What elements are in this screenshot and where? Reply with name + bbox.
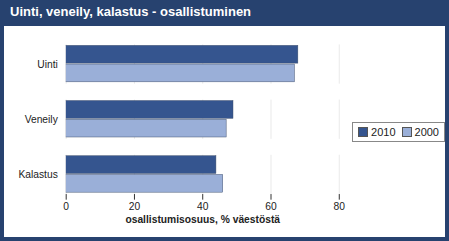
svg-text:Uinti: Uinti — [37, 58, 58, 69]
svg-text:20: 20 — [129, 201, 141, 212]
svg-text:80: 80 — [334, 201, 346, 212]
html-text:Uinti, veneily, kalastus - osa: Uinti, veneily, kalastus - osallistumine… — [10, 4, 252, 19]
svg-text:60: 60 — [265, 201, 277, 212]
svg-text:Veneily: Veneily — [25, 114, 59, 125]
html-text:2010: 2010 — [371, 125, 396, 138]
svg-text:Kalastus: Kalastus — [18, 169, 57, 180]
svg-text:0: 0 — [63, 201, 69, 212]
svg-text:osallistumisosuus, % väestöstä: osallistumisosuus, % väestöstä — [125, 213, 280, 224]
svg-text:40: 40 — [197, 201, 209, 212]
html-text:2000: 2000 — [414, 125, 439, 138]
